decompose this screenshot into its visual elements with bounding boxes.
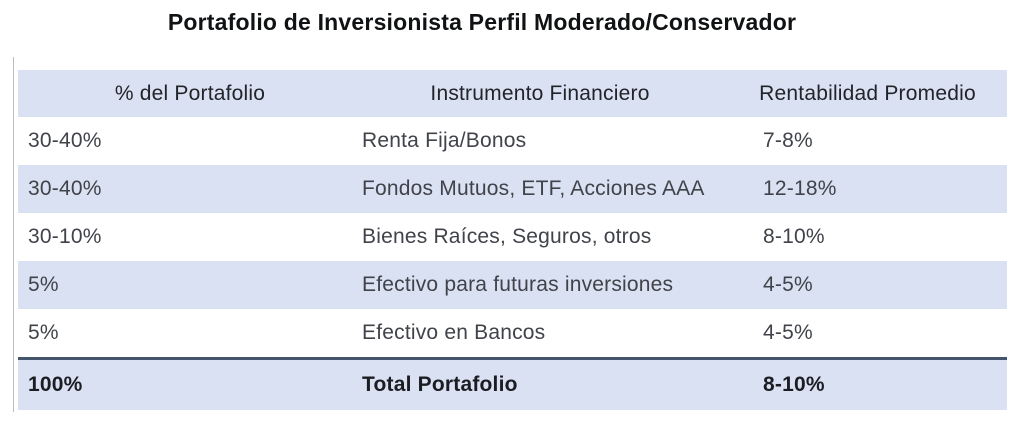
column-header-return: Rentabilidad Promedio xyxy=(728,70,1007,117)
total-row: 100% Total Portafolio 8-10% xyxy=(18,357,1007,410)
instrument-cell: Fondos Mutuos, ETF, Acciones AAA xyxy=(352,165,728,213)
return-cell: 7-8% xyxy=(728,117,1007,165)
column-header-instrument: Instrumento Financiero xyxy=(352,70,728,117)
left-border-rule xyxy=(13,57,14,412)
table-row: 5% Efectivo para futuras inversiones 4-5… xyxy=(18,261,1007,309)
table-row: 30-40% Fondos Mutuos, ETF, Acciones AAA … xyxy=(18,165,1007,213)
instrument-cell: Bienes Raíces, Seguros, otros xyxy=(352,213,728,261)
table-row: 30-40% Renta Fija/Bonos 7-8% xyxy=(18,117,1007,165)
pct-cell: 30-10% xyxy=(18,213,352,261)
table-row: 5% Efectivo en Bancos 4-5% xyxy=(18,309,1007,359)
total-instrument-cell: Total Portafolio xyxy=(352,357,728,410)
return-cell: 8-10% xyxy=(728,213,1007,261)
instrument-cell: Efectivo en Bancos xyxy=(352,309,728,359)
pct-cell: 30-40% xyxy=(18,165,352,213)
instrument-cell: Efectivo para futuras inversiones xyxy=(352,261,728,309)
pct-cell: 5% xyxy=(18,309,352,359)
instrument-cell: Renta Fija/Bonos xyxy=(352,117,728,165)
column-header-portfolio-pct: % del Portafolio xyxy=(18,70,352,117)
table-row: 30-10% Bienes Raíces, Seguros, otros 8-1… xyxy=(18,213,1007,261)
pct-cell: 5% xyxy=(18,261,352,309)
header-row: % del Portafolio Instrumento Financiero … xyxy=(18,70,1007,117)
portfolio-table: % del Portafolio Instrumento Financiero … xyxy=(18,70,1007,410)
total-pct-cell: 100% xyxy=(18,357,352,410)
page-title: Portafolio de Inversionista Perfil Moder… xyxy=(167,9,797,35)
total-return-cell: 8-10% xyxy=(728,357,1007,410)
return-cell: 12-18% xyxy=(728,165,1007,213)
pct-cell: 30-40% xyxy=(18,117,352,165)
return-cell: 4-5% xyxy=(728,261,1007,309)
return-cell: 4-5% xyxy=(728,309,1007,359)
